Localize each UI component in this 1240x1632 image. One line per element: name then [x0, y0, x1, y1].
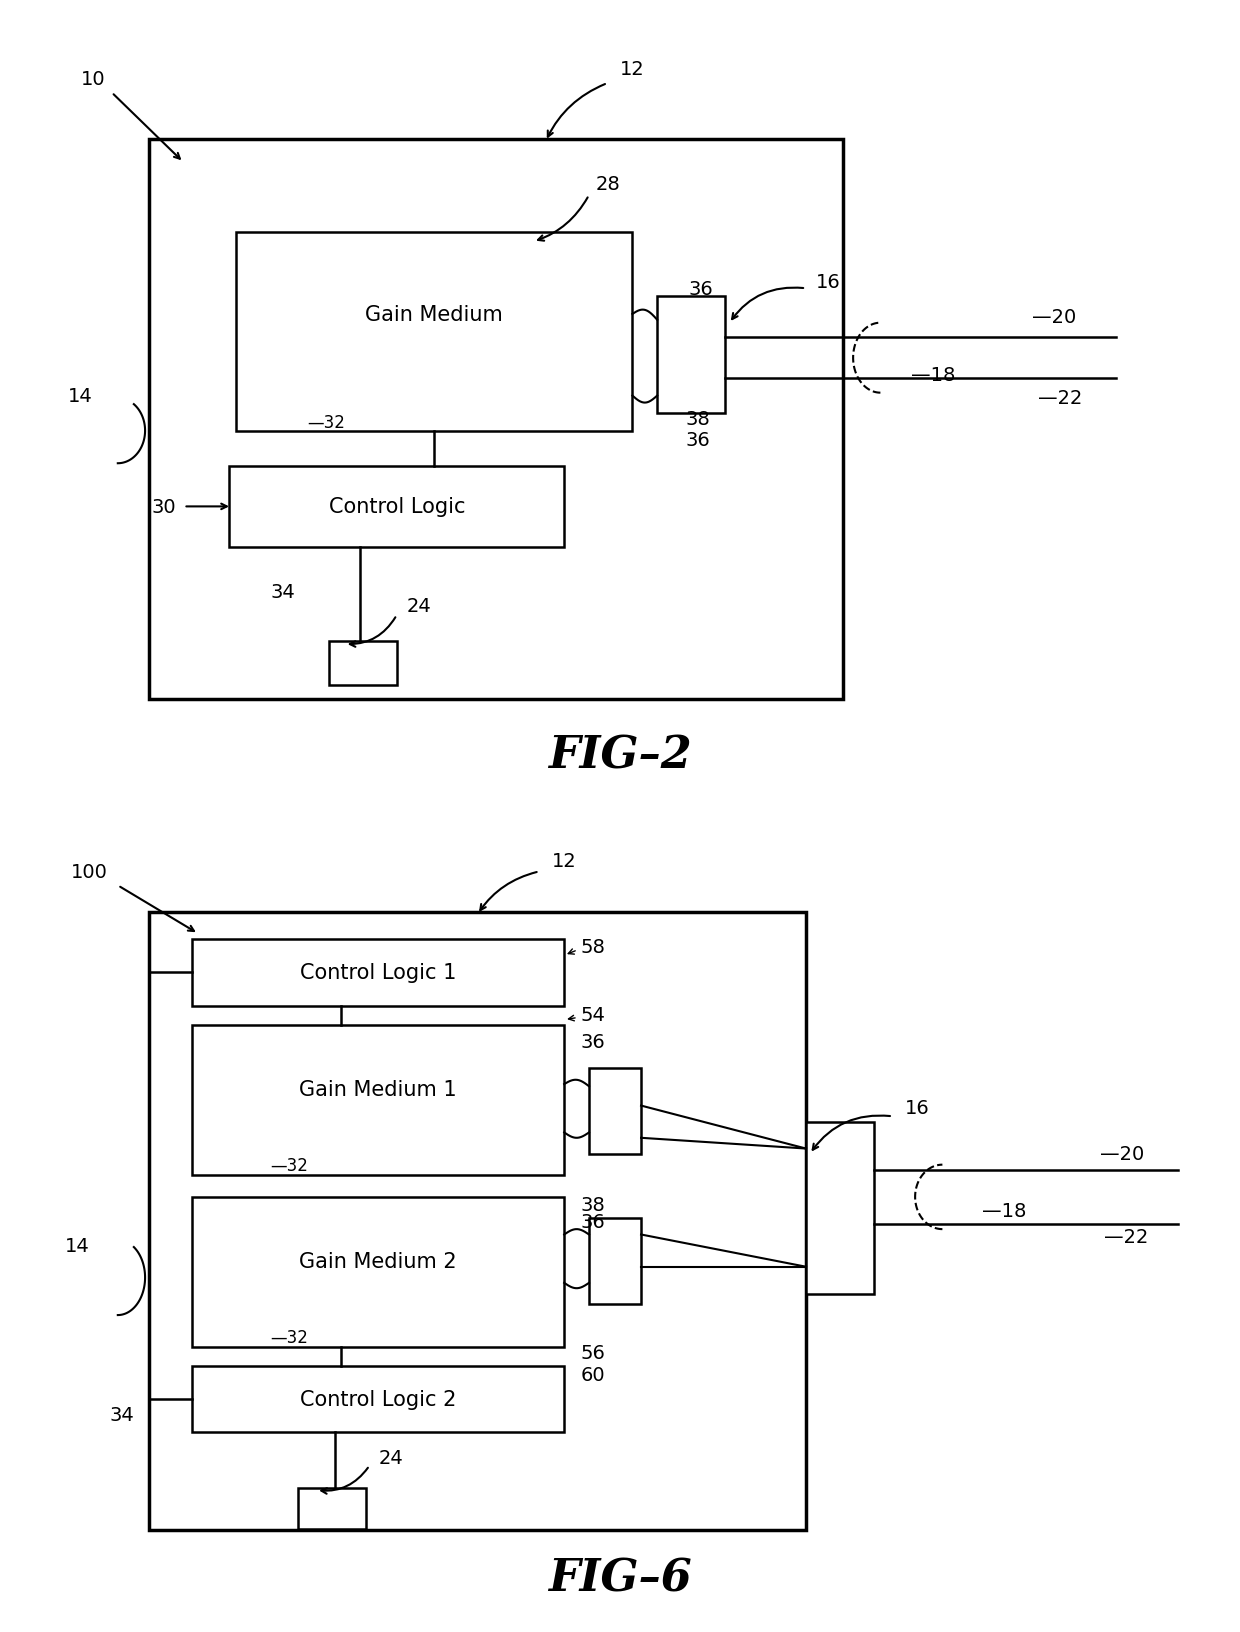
Text: 36: 36 [580, 1213, 605, 1232]
Text: 34: 34 [109, 1405, 134, 1425]
Text: 34: 34 [270, 583, 295, 602]
Bar [229, 467, 564, 548]
Text: —22: —22 [1038, 388, 1083, 408]
Bar [192, 1025, 564, 1175]
Bar [329, 641, 397, 685]
Text: 38: 38 [580, 1195, 605, 1214]
Bar [657, 297, 725, 415]
Text: —22: —22 [1104, 1227, 1148, 1247]
Text: —20: —20 [1100, 1144, 1145, 1164]
Bar [806, 1123, 874, 1294]
Text: —32: —32 [308, 415, 346, 432]
Text: —18: —18 [911, 366, 956, 385]
Text: FIG–2: FIG–2 [548, 734, 692, 777]
Bar [192, 940, 564, 1005]
Text: 58: 58 [580, 937, 605, 956]
Text: 54: 54 [580, 1005, 605, 1025]
Bar [192, 1366, 564, 1433]
Text: 24: 24 [378, 1449, 403, 1467]
Text: 12: 12 [552, 852, 577, 870]
Text: 16: 16 [816, 273, 841, 292]
Text: 56: 56 [580, 1343, 605, 1363]
Text: —32: —32 [270, 1328, 309, 1346]
Text: 10: 10 [81, 70, 105, 88]
Text: Gain Medium: Gain Medium [365, 305, 503, 325]
Text: Control Logic: Control Logic [329, 498, 465, 517]
Bar [149, 912, 806, 1529]
Text: 24: 24 [407, 597, 432, 615]
Text: 28: 28 [595, 175, 620, 194]
Text: 38: 38 [686, 410, 711, 429]
Text: 14: 14 [64, 1235, 89, 1255]
Text: Control Logic 2: Control Logic 2 [300, 1389, 456, 1408]
Text: Gain Medium 2: Gain Medium 2 [299, 1252, 458, 1271]
Text: 60: 60 [580, 1364, 605, 1384]
Text: Gain Medium 1: Gain Medium 1 [299, 1080, 458, 1100]
Text: —18: —18 [982, 1201, 1027, 1221]
Bar [589, 1219, 641, 1304]
Bar [298, 1488, 366, 1529]
Text: —20: —20 [1032, 307, 1076, 326]
Bar [236, 233, 632, 431]
Text: 16: 16 [905, 1098, 930, 1118]
Text: FIG–6: FIG–6 [548, 1557, 692, 1599]
Text: Control Logic 1: Control Logic 1 [300, 963, 456, 982]
Text: 36: 36 [688, 279, 713, 299]
Text: 36: 36 [580, 1031, 605, 1051]
Text: 12: 12 [620, 60, 645, 80]
Text: 100: 100 [71, 862, 108, 881]
Bar [149, 140, 843, 700]
Bar [589, 1069, 641, 1154]
Bar [192, 1198, 564, 1348]
Text: 30: 30 [151, 498, 176, 517]
Text: —32: —32 [270, 1155, 309, 1173]
Text: 36: 36 [686, 431, 711, 450]
Text: 14: 14 [68, 387, 93, 406]
